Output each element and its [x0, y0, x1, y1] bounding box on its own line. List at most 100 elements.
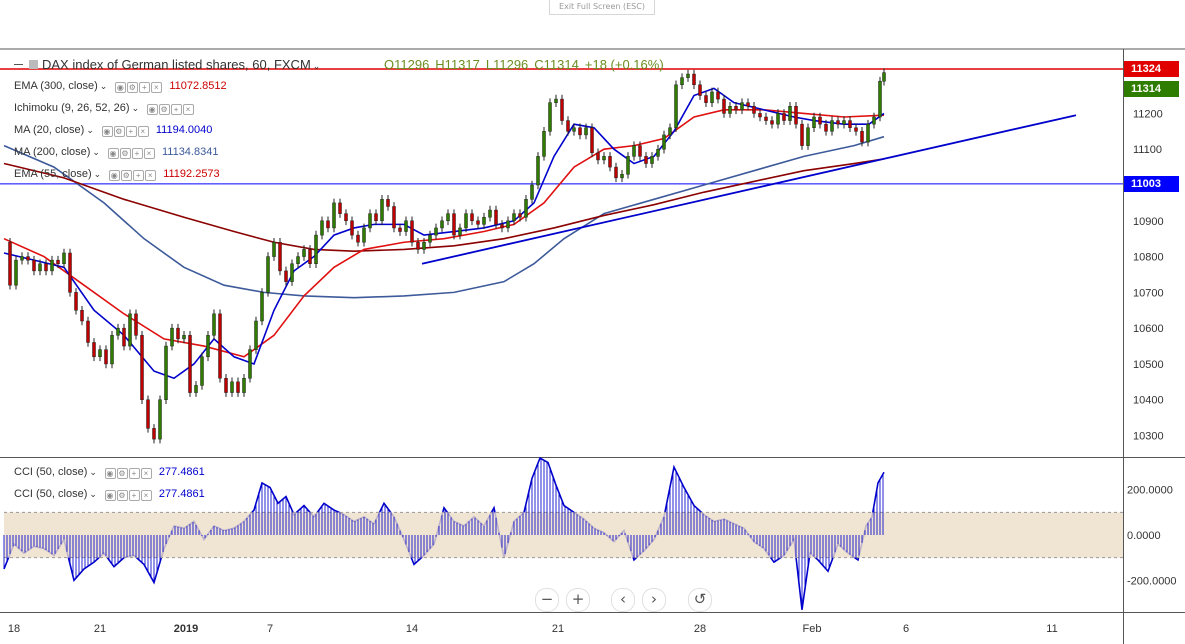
- time-axis-tick: 2019: [174, 623, 198, 635]
- chevron-down-icon[interactable]: ⌄: [92, 147, 100, 157]
- candle-body: [50, 259, 54, 272]
- candle-body: [800, 123, 804, 146]
- settings-icon[interactable]: ⚙: [116, 490, 128, 501]
- candle-body: [200, 356, 204, 386]
- candle-body: [410, 220, 414, 243]
- add-icon[interactable]: +: [133, 170, 145, 181]
- candle-body: [872, 116, 876, 125]
- remove-icon[interactable]: ×: [143, 148, 155, 159]
- candle-body: [380, 199, 384, 222]
- legend-value: 11134.8341: [161, 146, 219, 158]
- zoom-out-button[interactable]: −: [535, 588, 559, 612]
- candle-body: [56, 259, 60, 264]
- candle-body: [698, 84, 702, 96]
- add-icon[interactable]: +: [131, 148, 143, 159]
- candle-body: [668, 127, 672, 136]
- legend-buttons: ◉ ⚙ + ×: [107, 147, 156, 159]
- chevron-down-icon[interactable]: ⌄: [89, 467, 97, 477]
- cci-legend-0[interactable]: CCI (50, close) ⌄ ◉ ⚙ + × 277.4861: [14, 466, 205, 479]
- symbol-title[interactable]: DAX index of German listed shares, 60, F…: [42, 57, 311, 72]
- legend-name: CCI (50, close): [14, 466, 88, 478]
- zoom-in-button[interactable]: +: [566, 588, 590, 612]
- scroll-right-button[interactable]: ›: [642, 588, 666, 612]
- candle-body: [338, 202, 342, 214]
- candle-body: [882, 72, 886, 82]
- settings-icon[interactable]: ⚙: [113, 126, 125, 137]
- candle-body: [176, 327, 180, 340]
- remove-icon[interactable]: ×: [151, 82, 163, 93]
- chevron-down-icon[interactable]: ⌄: [99, 81, 108, 91]
- legend-value: 11192.2573: [163, 168, 220, 180]
- candle-body: [434, 227, 438, 236]
- candle-body: [242, 378, 246, 393]
- candle-body: [104, 349, 108, 365]
- exit-fullscreen-button[interactable]: Exit Full Screen (ESC): [549, 0, 655, 15]
- settings-icon[interactable]: ⚙: [121, 170, 133, 181]
- indicator-legend-2[interactable]: MA (20, close) ⌄ ◉ ⚙ + × 11194.0040: [14, 124, 212, 137]
- add-icon[interactable]: +: [128, 468, 140, 479]
- candle-body: [836, 120, 840, 125]
- candle-body: [542, 131, 546, 157]
- chevron-down-icon[interactable]: ⌄: [86, 125, 94, 135]
- ma200-line: [3, 135, 885, 299]
- remove-icon[interactable]: ×: [140, 490, 152, 501]
- eye-icon[interactable]: ◉: [115, 82, 127, 93]
- indicator-legend-3[interactable]: MA (200, close) ⌄ ◉ ⚙ + × 11134.8341: [14, 146, 218, 159]
- time-axis-tick: 21: [94, 623, 106, 635]
- candle-body: [650, 156, 654, 164]
- indicator-legend-0[interactable]: EMA (300, close) ⌄ ◉ ⚙ + × 11072.8512: [14, 80, 227, 93]
- candle-body: [770, 120, 774, 125]
- collapse-icon[interactable]: [14, 64, 23, 65]
- chevron-down-icon[interactable]: ⌄: [89, 489, 97, 499]
- eye-icon[interactable]: ◉: [107, 148, 119, 159]
- settings-icon[interactable]: ⚙: [116, 468, 128, 479]
- add-icon[interactable]: +: [171, 104, 183, 115]
- candle-body: [320, 220, 324, 236]
- indicator-legend-1[interactable]: Ichimoku (9, 26, 52, 26) ⌄ ◉ ⚙ + ×: [14, 102, 195, 115]
- settings-icon[interactable]: ⚙: [119, 148, 131, 159]
- add-icon[interactable]: +: [125, 126, 137, 137]
- remove-icon[interactable]: ×: [137, 126, 149, 137]
- chevron-down-icon[interactable]: ⌄: [93, 169, 102, 179]
- candle-body: [374, 213, 378, 222]
- candle-body: [794, 106, 798, 125]
- cci-legend-1[interactable]: CCI (50, close) ⌄ ◉ ⚙ + × 277.4861: [14, 488, 205, 501]
- eye-icon[interactable]: ◉: [109, 170, 121, 181]
- add-icon[interactable]: +: [128, 490, 140, 501]
- candle-body: [746, 102, 750, 107]
- settings-icon[interactable]: ⚙: [159, 104, 171, 115]
- reset-chart-button[interactable]: ↺: [688, 588, 712, 612]
- chevron-down-icon[interactable]: ⌄: [312, 61, 321, 71]
- time-axis-tick: 14: [406, 623, 418, 635]
- eye-icon[interactable]: ◉: [101, 126, 113, 137]
- candle-body: [482, 216, 486, 225]
- candle-body: [578, 127, 582, 136]
- chevron-down-icon[interactable]: ⌄: [131, 103, 140, 113]
- remove-icon[interactable]: ×: [183, 104, 195, 115]
- ema300-line: [3, 158, 885, 253]
- candle-body: [404, 220, 408, 232]
- candle-body: [758, 113, 762, 118]
- eye-icon[interactable]: ◉: [104, 490, 116, 501]
- price-axis-tick: 10600: [1133, 323, 1164, 335]
- chart-title: DAX index of German listed shares, 60, F…: [14, 57, 320, 72]
- remove-icon[interactable]: ×: [145, 170, 157, 181]
- price-tag-11314: 11314: [1124, 81, 1179, 97]
- remove-icon[interactable]: ×: [140, 468, 152, 479]
- candle-body: [428, 234, 432, 243]
- indicator-legend-4[interactable]: EMA (55, close) ⌄ ◉ ⚙ + × 11192.2573: [14, 168, 220, 181]
- scroll-left-button[interactable]: ‹: [611, 588, 635, 612]
- candle-body: [398, 227, 402, 232]
- settings-icon[interactable]: ⚙: [127, 82, 139, 93]
- price-tag-11003: 11003: [1124, 175, 1179, 192]
- candle-body: [182, 335, 186, 340]
- time-axis-tick: Feb: [803, 623, 822, 635]
- candle-body: [446, 213, 450, 222]
- legend-buttons: ◉ ⚙ + ×: [104, 467, 153, 479]
- add-icon[interactable]: +: [139, 82, 151, 93]
- eye-icon[interactable]: ◉: [147, 104, 159, 115]
- eye-icon[interactable]: ◉: [104, 468, 116, 479]
- candle-body: [194, 385, 198, 393]
- candle-body: [536, 156, 540, 186]
